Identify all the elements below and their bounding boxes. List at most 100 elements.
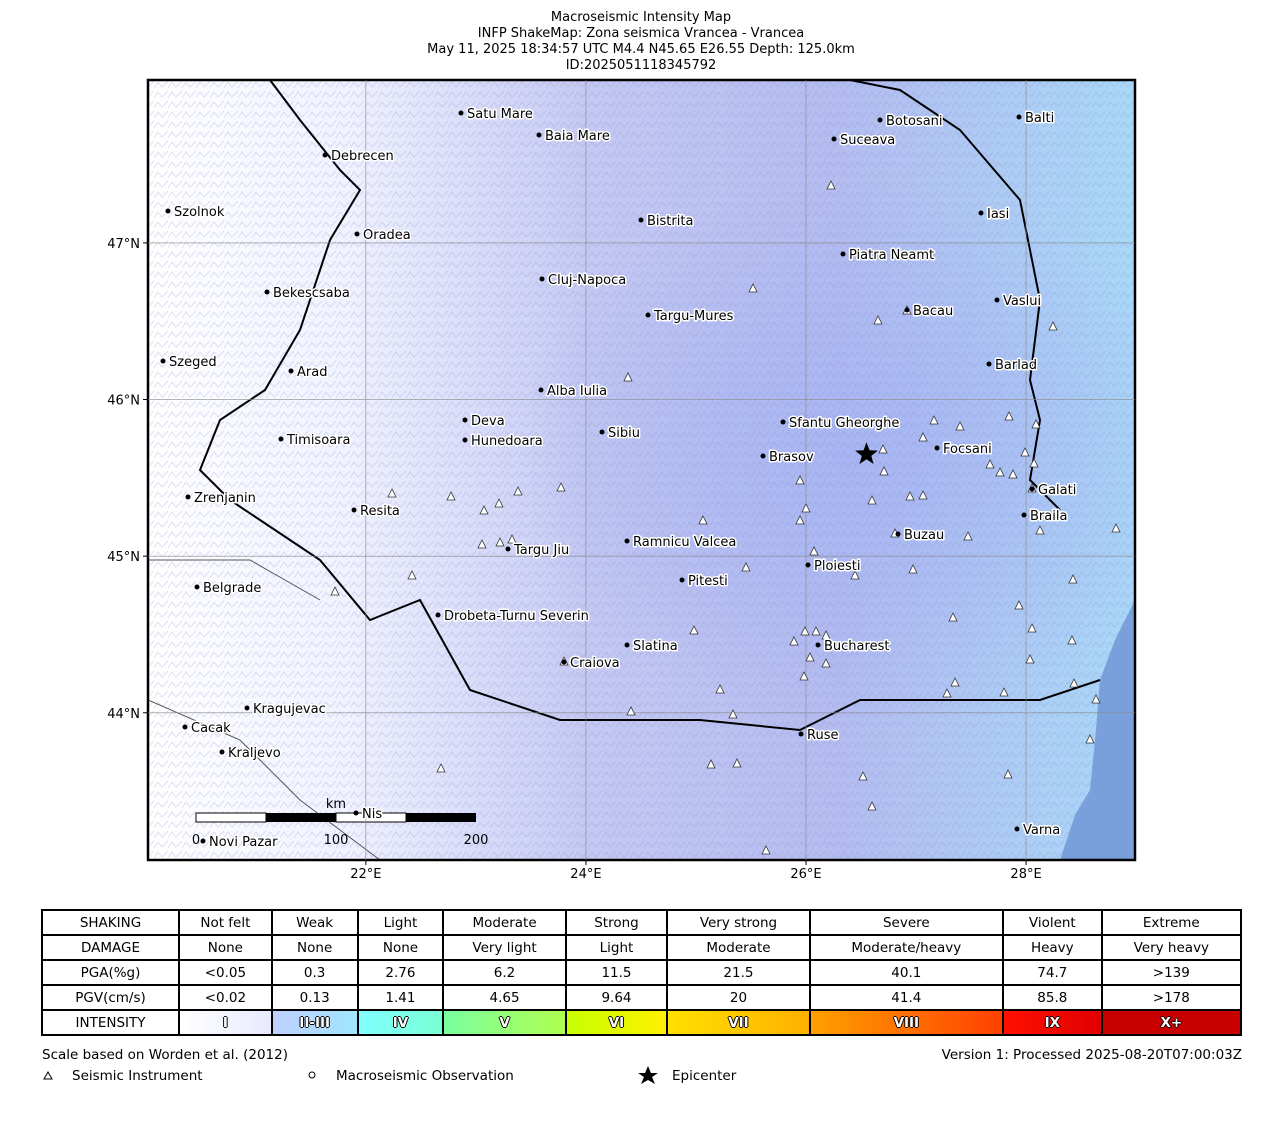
legend-cell: <0.02 (178, 984, 273, 1011)
station (1027, 623, 1037, 633)
city-label: Iasi (987, 207, 1009, 222)
legend-cell: Moderate (442, 909, 567, 936)
city-label: Arad (297, 365, 327, 380)
version-note: Version 1: Processed 2025-08-20T07:00:03… (941, 1047, 1242, 1063)
station (873, 315, 883, 325)
station (811, 626, 821, 636)
legend-cell: 4.65 (442, 984, 567, 1011)
station (494, 498, 504, 508)
city-label: Brasov (769, 450, 814, 465)
station (789, 636, 799, 646)
station (826, 180, 836, 190)
scale-unit: km (326, 797, 346, 812)
legend-cell: 85.8 (1001, 984, 1103, 1011)
city-label: Oradea (363, 228, 411, 243)
city-dot (978, 210, 984, 216)
legend-cell: Weak (270, 909, 359, 936)
city-label: Szeged (169, 355, 217, 370)
legend-cell: Not felt (178, 909, 273, 936)
legend-cell: >178 (1100, 984, 1243, 1011)
legend-cell: IX (1001, 1009, 1103, 1036)
x-tick-label: 24°E (570, 867, 601, 882)
city-label: Craiova (570, 656, 620, 671)
city-dot (624, 642, 630, 648)
station (407, 570, 417, 580)
y-tick-label: 45°N (107, 550, 140, 565)
station (1003, 769, 1013, 779)
city-dot (1016, 114, 1022, 120)
city-label: Hunedoara (471, 434, 543, 449)
legend-cell: IV (356, 1009, 445, 1036)
city-dot (599, 429, 605, 435)
city-dot (815, 642, 821, 648)
city-dot (353, 810, 359, 816)
map-title: INFP ShakeMap: Zona seismica Vrancea - V… (478, 26, 804, 41)
city-label: Alba Iulia (547, 384, 607, 399)
station (626, 706, 636, 716)
legend-cell: INTENSITY (40, 1009, 181, 1036)
city-dot (288, 368, 294, 374)
station (821, 630, 831, 640)
scale-segment (195, 812, 267, 823)
scale-note: Scale based on Worden et al. (2012) (42, 1047, 288, 1063)
legend-cell: None (270, 934, 359, 961)
city-dot (1029, 486, 1035, 492)
station (1068, 574, 1078, 584)
station (1004, 411, 1014, 421)
legend-cell: 0.3 (270, 959, 359, 986)
station (477, 539, 487, 549)
station (1025, 654, 1035, 664)
city-dot (986, 361, 992, 367)
city-dot (805, 562, 811, 568)
city-dot (185, 494, 191, 500)
legend-cell: 74.7 (1001, 959, 1103, 986)
legend-cell: Extreme (1100, 909, 1243, 936)
city-dot (351, 507, 357, 513)
station (1029, 458, 1039, 468)
city-dot (934, 445, 940, 451)
city-label: Novi Pazar (209, 835, 278, 850)
city-dot (536, 132, 542, 138)
station (556, 482, 566, 492)
city-dot (895, 531, 901, 537)
legend-cell: VI (564, 1009, 669, 1036)
legend-row: PGA(%g) <0.05 0.3 2.76 6.2 11.5 21.5 40.1 74.7 >1… (40, 959, 1243, 986)
station (761, 845, 771, 855)
legend-label: Epicenter (672, 1068, 737, 1084)
station (963, 531, 973, 541)
station (698, 515, 708, 525)
city-label: Piatra Neamt (849, 248, 934, 263)
city-dot (182, 724, 188, 730)
black-sea (1060, 600, 1135, 860)
legend-cell: 0.13 (270, 984, 359, 1011)
city-dot (505, 546, 511, 552)
city-dot (165, 208, 171, 214)
legend-cell: Very strong (666, 909, 811, 936)
station (801, 503, 811, 513)
city-label: Satu Mare (467, 107, 533, 122)
station (867, 801, 877, 811)
observation-symbol (308, 1071, 316, 1079)
epicenter (855, 442, 878, 464)
station (1014, 600, 1024, 610)
legend-cell: Strong (564, 909, 669, 936)
city-dot (264, 289, 270, 295)
station (1085, 734, 1095, 744)
city-label: Resita (360, 504, 400, 519)
city-label: Focsani (943, 442, 992, 457)
city-dot (160, 358, 166, 364)
legend-cell: 1.41 (356, 984, 445, 1011)
city-label: Debrecen (331, 149, 394, 164)
x-tick-label: 22°E (350, 867, 381, 882)
legend-cell: 6.2 (442, 959, 567, 986)
legend-cell: 9.64 (564, 984, 669, 1011)
map-title: ID:2025051118345792 (566, 58, 717, 73)
station (908, 564, 918, 574)
legend-cell: Violent (1001, 909, 1103, 936)
region-border (148, 559, 381, 860)
station (879, 466, 889, 476)
legend-cell: 2.76 (356, 959, 445, 986)
city-dot (798, 731, 804, 737)
station (1067, 635, 1077, 645)
city-dot (322, 152, 328, 158)
